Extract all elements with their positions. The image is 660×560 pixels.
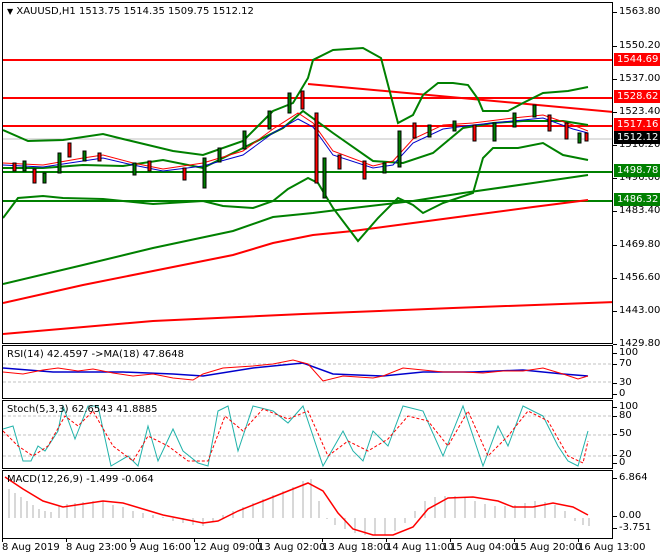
price-tick: 1537.00 [613, 73, 660, 85]
stoch-tick: 50 [613, 428, 632, 440]
rsi-tick: 30 [613, 377, 632, 389]
stoch-tick: 20 [613, 449, 632, 461]
time-tick: 13 Aug 02:00 [258, 538, 326, 553]
price-tick: 1443.00 [613, 305, 660, 317]
price-tick: 1496.60 [613, 172, 660, 184]
level-tag-support: 1498.78 [614, 164, 660, 177]
price-plot [3, 46, 612, 335]
stoch-panel[interactable]: Stoch(5,3,3) 62.6543 41.8885 [2, 400, 613, 469]
macd-tick: -3.751 [613, 522, 651, 534]
stoch-label: Stoch(5,3,3) 62.6543 41.8885 [7, 404, 158, 415]
stoch-axis: 100 80 50 20 0 [613, 400, 660, 469]
rsi-tick: 0 [613, 388, 625, 400]
current-price-tag: 1512.12 [614, 131, 660, 144]
price-tick: 1523.40 [613, 106, 660, 118]
rsi-tick: 70 [613, 358, 632, 370]
time-tick: 12 Aug 09:00 [194, 538, 262, 553]
price-tick: 1563.80 [613, 6, 660, 18]
price-tick: 1550.20 [613, 40, 660, 52]
rsi-label: RSI(14) 42.4597 ->MA(18) 47.8648 [7, 349, 184, 360]
level-tag-resistance: 1544.69 [614, 53, 660, 66]
macd-label: MACD(12,26,9) -1.499 -0.064 [7, 474, 154, 485]
price-axis: 1563.80 1550.20 1537.00 1523.40 1510.20 … [613, 0, 660, 349]
time-tick: 8 Aug 23:00 [66, 538, 128, 553]
price-tick: 1510.20 [613, 139, 660, 151]
level-tag-resistance: 1517.16 [614, 118, 660, 131]
rsi-tick: 100 [613, 347, 638, 359]
time-tick: 16 Aug 13:00 [578, 538, 646, 553]
price-chart-panel[interactable]: ▼ XAUUSD,H1 1513.75 1514.35 1509.75 1512… [2, 2, 613, 344]
level-tag-resistance: 1528.62 [614, 90, 660, 103]
stoch-plot [3, 404, 612, 468]
price-tick: 1483.40 [613, 205, 660, 217]
price-tick: 1456.60 [613, 272, 660, 284]
price-tick: 1429.80 [613, 338, 660, 350]
price-tick: 1469.80 [613, 239, 660, 251]
macd-plot [4, 476, 590, 536]
level-tag-support: 1486.32 [614, 193, 660, 206]
symbol-ohlc-text: XAUUSD,H1 1513.75 1514.35 1509.75 1512.1… [16, 6, 254, 17]
macd-tick: 6.864 [613, 472, 648, 484]
macd-tick: 0.00 [613, 510, 641, 522]
symbol-header: ▼ XAUUSD,H1 1513.75 1514.35 1509.75 1512… [7, 6, 254, 17]
macd-axis: 6.864 0.00 -3.751 [613, 470, 660, 539]
stoch-tick: 100 [613, 401, 638, 413]
stoch-tick: 0 [613, 457, 625, 469]
time-tick: 15 Aug 04:00 [450, 538, 518, 553]
rsi-panel[interactable]: RSI(14) 42.4597 ->MA(18) 47.8648 [2, 345, 613, 399]
candles [12, 90, 589, 199]
time-tick: 13 Aug 18:00 [322, 538, 390, 553]
macd-panel[interactable]: MACD(12,26,9) -1.499 -0.064 [2, 470, 613, 539]
collapse-arrow-icon[interactable]: ▼ [7, 7, 14, 16]
time-tick: 8 Aug 2019 [2, 538, 60, 553]
time-tick: 15 Aug 20:00 [514, 538, 582, 553]
rsi-axis: 100 70 30 0 [613, 345, 660, 399]
time-axis: 8 Aug 2019 8 Aug 23:00 9 Aug 16:00 12 Au… [2, 538, 645, 560]
stoch-tick: 80 [613, 410, 632, 422]
time-tick: 14 Aug 11:00 [386, 538, 454, 553]
time-tick: 9 Aug 16:00 [130, 538, 192, 553]
rsi-plot [3, 359, 612, 383]
